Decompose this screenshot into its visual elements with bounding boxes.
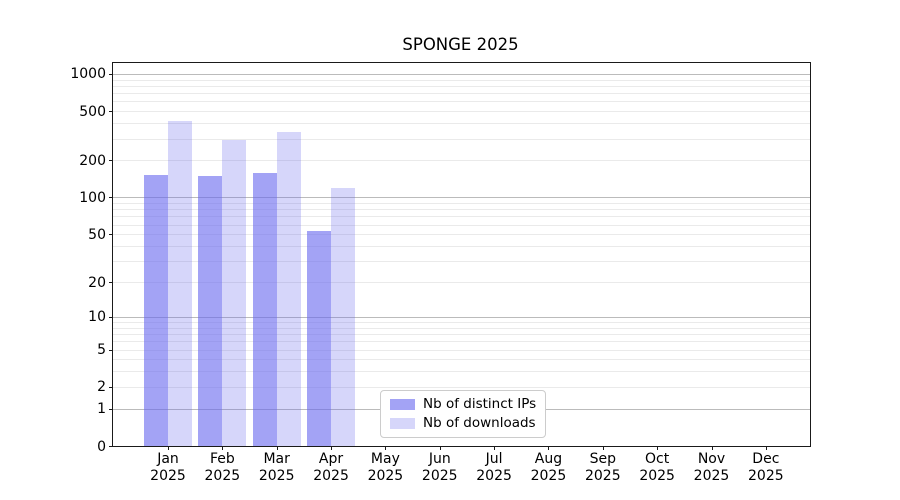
gridline-minor [113,111,810,113]
y-tick-mark [109,349,113,351]
y-tick-label: 0 [97,438,106,455]
y-tick-mark [109,316,113,318]
bar [198,175,223,446]
gridline-minor [113,359,810,361]
gridline-minor [113,138,810,140]
gridline-minor [113,123,810,125]
y-tick-label: 2 [97,379,106,396]
gridline-minor [113,334,810,336]
y-tick-label: 1000 [70,66,106,83]
x-tick-mark [602,446,604,450]
y-tick-mark [109,408,113,410]
gridline-minor [113,209,810,211]
gridline-minor [113,160,810,162]
gridline-minor [113,224,810,226]
x-tick-label: Nov 2025 [693,451,730,484]
y-tick-label: 5 [97,342,106,358]
bar [307,231,332,446]
x-tick-mark [657,446,659,450]
x-tick-mark [439,446,441,450]
gridline-minor [113,246,810,247]
legend-item: Nb of distinct IPs [390,397,536,412]
x-tick-label: Jan 2025 [150,451,186,484]
legend-label: Nb of distinct IPs [423,396,537,412]
y-tick-label: 500 [79,103,106,120]
x-tick-mark [494,446,496,450]
y-tick-mark [109,197,113,199]
x-tick-label: Feb 2025 [204,451,241,484]
x-tick-mark [765,446,767,450]
y-tick-mark [109,234,113,236]
gridline-major [113,316,810,318]
y-tick-label: 200 [79,152,106,169]
x-tick-mark [385,446,387,450]
gridline-minor [113,282,810,284]
legend-swatch [390,399,415,410]
y-tick-label: 1 [97,401,106,418]
x-tick-label: Jun 2025 [421,451,458,484]
gridline-minor [113,341,810,343]
x-tick-label: Sep 2025 [584,451,621,484]
gridline-major [113,197,810,199]
y-tick-mark [109,73,113,75]
y-tick-mark [109,111,113,113]
y-tick-label: 50 [88,226,106,243]
gridline-minor [113,93,810,95]
bar [168,120,192,446]
x-tick-mark [331,446,333,450]
gridline-minor [113,327,810,329]
legend-label: Nb of downloads [423,415,536,431]
x-tick-mark [276,446,278,450]
legend-item: Nb of downloads [390,416,536,431]
gridline-minor [113,216,810,218]
bar [222,140,247,446]
gridline-minor [113,322,810,323]
y-tick-label: 100 [79,189,106,206]
gridline-minor [113,101,810,103]
x-tick-label: Jul 2025 [476,451,512,484]
y-tick-mark [109,282,113,284]
legend-swatch [390,418,415,429]
gridline-minor [113,79,810,81]
x-tick-label: Dec 2025 [748,451,784,484]
y-tick-mark [109,160,113,162]
chart-title: SPONGE 2025 [402,35,519,54]
y-tick-mark [109,446,113,447]
x-tick-mark [222,446,224,450]
x-tick-label: Aug 2025 [530,451,567,484]
gridline-minor [113,203,810,205]
x-tick-label: Apr 2025 [313,451,349,484]
gridline-minor [113,349,810,351]
legend: Nb of distinct IPs Nb of downloads [380,390,547,438]
x-tick-mark [168,446,169,450]
x-tick-mark [711,446,713,450]
bar [144,174,168,446]
bar [276,131,301,446]
gridline-minor [113,234,810,236]
x-tick-label: Oct 2025 [639,451,675,484]
y-tick-label: 10 [88,309,106,326]
y-tick-mark [109,386,113,388]
bar [331,187,356,446]
gridline-minor [113,386,810,388]
bar [252,173,277,446]
gridline-minor [113,371,810,373]
gridline-minor [113,85,810,87]
x-tick-mark [548,446,550,450]
x-tick-label: Mar 2025 [258,451,295,484]
y-tick-label: 20 [88,274,106,291]
gridline-minor [113,261,810,263]
x-tick-label: May 2025 [367,451,404,484]
gridline-major [113,73,810,75]
